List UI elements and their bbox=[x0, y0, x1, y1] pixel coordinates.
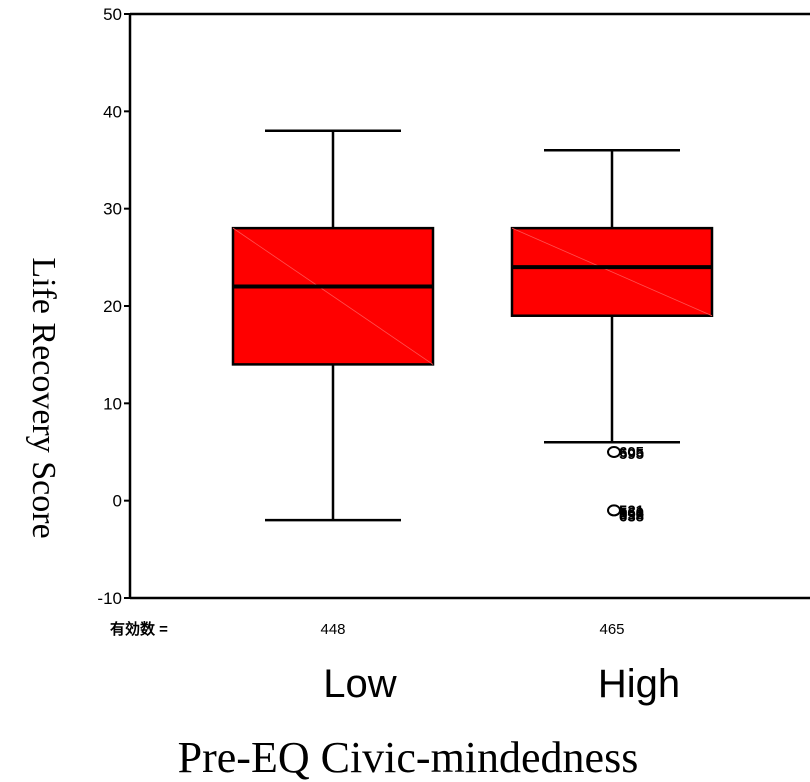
y-tick-label: 10 bbox=[103, 394, 122, 413]
outlier-label: 638 bbox=[619, 508, 644, 525]
outlier-point bbox=[607, 504, 621, 517]
y-tick-label: 50 bbox=[103, 5, 122, 24]
category-label: High bbox=[598, 662, 680, 706]
outlier-label: 596 bbox=[619, 506, 644, 523]
outlier-label: 521 bbox=[619, 502, 644, 519]
y-tick-label: 30 bbox=[103, 200, 122, 219]
category-label: Low bbox=[323, 662, 396, 706]
y-ticks: 50 40 30 20 10 0 -10 bbox=[97, 5, 130, 608]
n-value: 448 bbox=[320, 621, 345, 638]
box-diagonal bbox=[232, 227, 434, 365]
outlier-point bbox=[607, 446, 621, 458]
outlier-label: 595 bbox=[619, 446, 644, 463]
n-value: 465 bbox=[599, 621, 624, 638]
x-axis-title: Pre-EQ Civic-mindedness bbox=[178, 733, 639, 782]
box-diagonal bbox=[511, 227, 713, 317]
outlier-label: 605 bbox=[619, 444, 644, 461]
boxes bbox=[231, 129, 714, 522]
outlier-label: 560 bbox=[619, 504, 644, 521]
y-tick-label: -10 bbox=[97, 589, 122, 608]
y-tick-label: 20 bbox=[103, 297, 122, 316]
y-axis-title: Life Recovery Score bbox=[25, 257, 62, 538]
y-tick-label: 40 bbox=[103, 102, 122, 121]
y-tick-label: 0 bbox=[113, 492, 122, 511]
n-label: 有効数 = bbox=[110, 620, 168, 638]
x-labels: 448 Low 465 High bbox=[320, 621, 680, 706]
